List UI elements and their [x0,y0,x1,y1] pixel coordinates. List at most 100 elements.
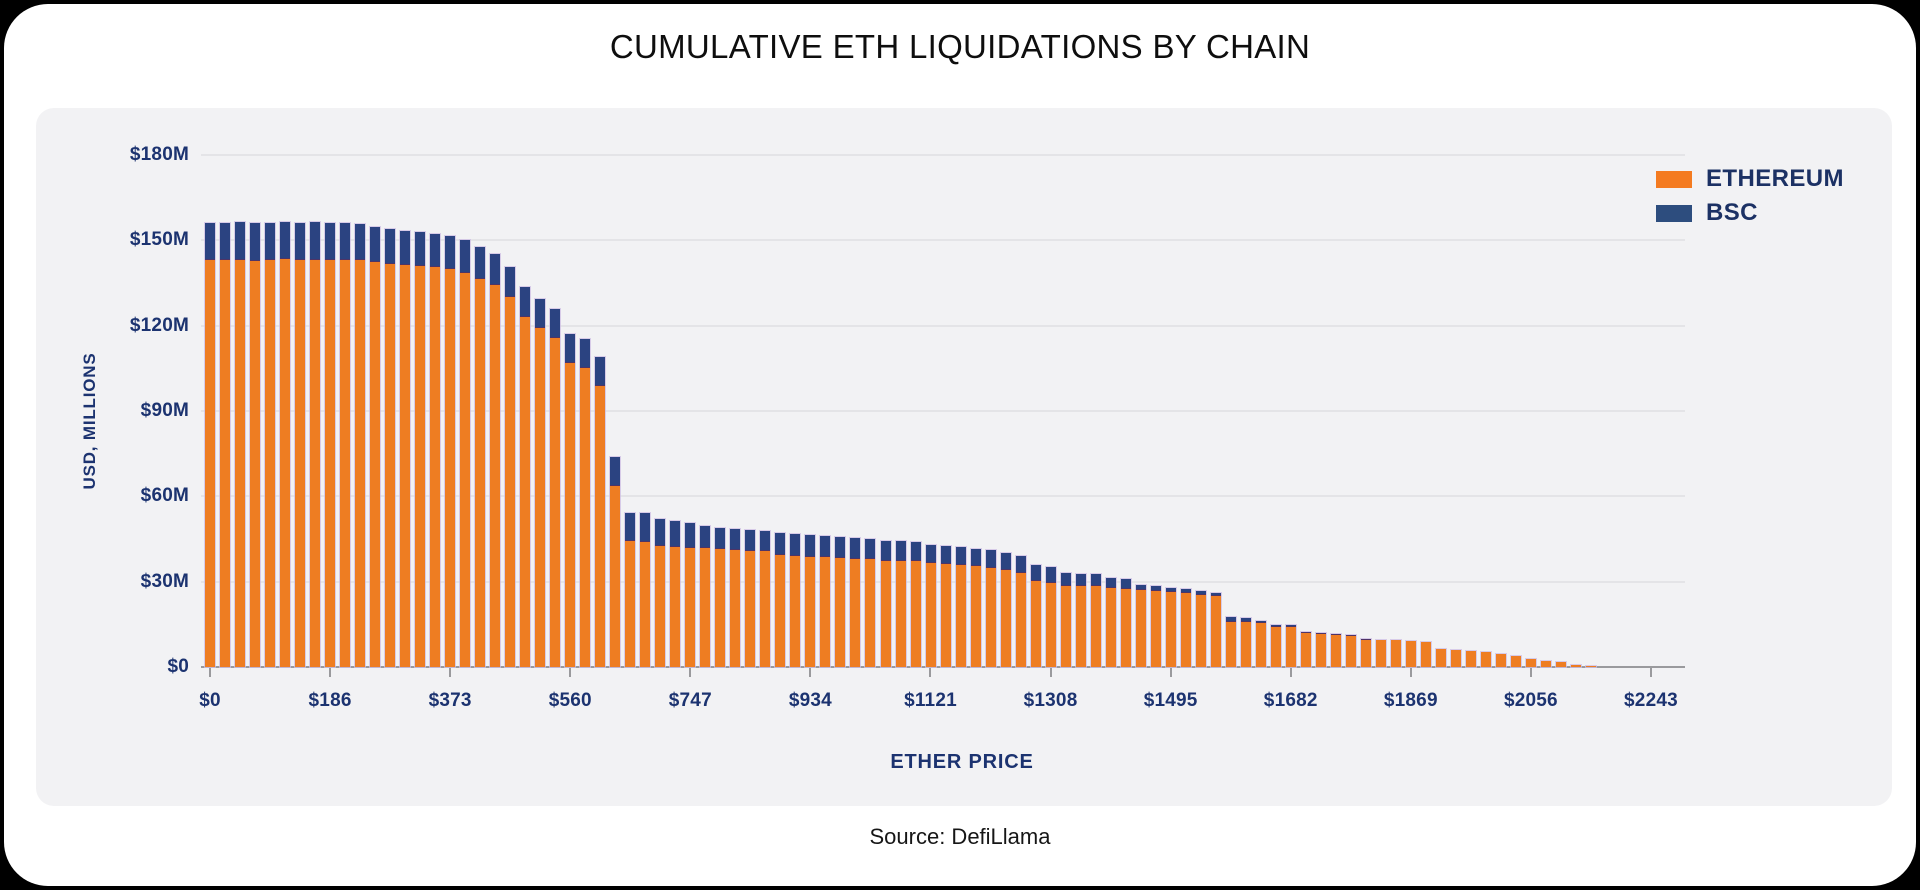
bar-bsc-segment [1270,624,1281,627]
bar-bsc-segment [805,535,816,557]
x-tick-mark [809,668,812,677]
bar-bsc-segment [1075,574,1086,587]
gridline [201,495,1685,498]
bar-bsc-segment [520,287,531,317]
bar-bsc-segment [1345,635,1356,637]
bar-ethereum [624,511,637,668]
bar-ethereum [534,297,547,668]
bar-bsc-segment [1030,564,1041,582]
bar-bsc-segment [1150,585,1161,591]
bar-ethereum [1284,624,1297,668]
x-tick-label: $1682 [1263,690,1318,711]
ethereum-swatch-icon [1656,170,1692,188]
source-attribution: Source: DefiLlama [869,824,1051,849]
x-tick-label: $560 [548,690,592,711]
bar-ethereum [1074,573,1087,668]
bar-bsc-segment [700,525,711,549]
bar-bsc-segment [985,550,996,568]
bar-bsc-segment [745,529,756,551]
bar-bsc-segment [415,232,426,267]
y-tick-label: $30M [140,570,189,592]
bar-bsc-segment [475,247,486,279]
bar-bsc-segment [625,512,636,542]
y-tick-label: $150M [129,229,189,251]
bar-bsc-segment [1015,556,1026,573]
bar-ethereum [399,229,412,668]
bar-ethereum [489,253,502,668]
bar-bsc-segment [595,357,606,386]
bar-bsc-segment [1180,588,1191,593]
bar-ethereum [819,535,832,668]
bar-ethereum [519,286,532,668]
bar-ethereum [1194,590,1207,668]
x-tick-label: $373 [428,690,472,711]
bar-ethereum [579,337,592,668]
bar-ethereum [834,536,847,668]
bar-bsc-segment [565,333,576,363]
bar-bsc-segment [940,545,951,564]
bar-ethereum [609,455,622,668]
bar-bsc-segment [1225,616,1236,622]
bar-ethereum [354,223,367,668]
bar-ethereum [639,512,652,668]
x-tick-label: $1495 [1143,690,1198,711]
bar-ethereum [714,526,727,668]
bar-ethereum [234,221,246,668]
x-tick-mark [1649,668,1652,677]
bar-bsc-segment [1045,567,1056,583]
bar-ethereum [849,537,862,668]
bar-ethereum [1119,577,1132,668]
bar-ethereum [1254,619,1267,668]
bar-bsc-segment [730,528,741,550]
bar-bsc-segment [295,222,306,260]
bar-ethereum [999,552,1012,668]
x-tick-mark [929,668,932,677]
bar-ethereum [339,222,352,668]
bar-ethereum [459,239,472,668]
bar-ethereum [1209,592,1222,668]
bar-ethereum [1344,634,1357,668]
bar-ethereum [1539,659,1552,669]
bar-ethereum [774,531,787,668]
bar-bsc-segment [655,518,666,546]
bar-bsc-segment [1135,585,1146,591]
bar-ethereum [909,540,922,668]
bar-ethereum [1374,639,1387,668]
x-tick-mark [329,668,332,677]
bar-bsc-segment [400,230,411,265]
x-tick-mark [209,668,211,677]
bar-bsc-segment [880,541,891,561]
bar-bsc-segment [235,222,245,260]
y-tick-label: $120M [129,314,189,336]
bar-bsc-segment [820,536,831,558]
bar-ethereum [1404,639,1417,668]
x-tick-mark [1169,668,1172,677]
bar-ethereum [444,234,457,668]
bar-ethereum [1524,657,1537,669]
bar-bsc-segment [445,235,456,269]
bar-bsc-segment [1285,625,1296,627]
chart-card: CUMULATIVE ETH LIQUIDATIONS BY CHAIN $18… [4,4,1916,886]
bar-bsc-segment [1255,620,1266,624]
bar-bsc-segment [505,266,516,298]
bar-ethereum [549,307,562,668]
bar-ethereum [1179,587,1192,668]
bar-ethereum [654,517,667,668]
bar-ethereum [414,231,427,668]
bar-ethereum [1164,586,1177,668]
bar-ethereum [864,538,877,668]
bar-ethereum [1299,631,1312,668]
bar-ethereum [1029,563,1042,668]
bar-ethereum [1224,615,1237,668]
bar-bsc-segment [1090,574,1101,587]
bar-ethereum [1134,584,1147,668]
x-tick-mark [1409,668,1412,677]
legend-item-bsc: BSC [1656,201,1844,225]
bar-bsc-segment [925,544,936,564]
legend-label-ethereum: ETHEREUM [1706,165,1844,192]
bar-ethereum [504,265,517,668]
bar-ethereum [1584,664,1597,669]
bar-ethereum [1089,573,1102,668]
bar-bsc-segment [355,224,366,261]
bar-ethereum [1479,650,1492,668]
